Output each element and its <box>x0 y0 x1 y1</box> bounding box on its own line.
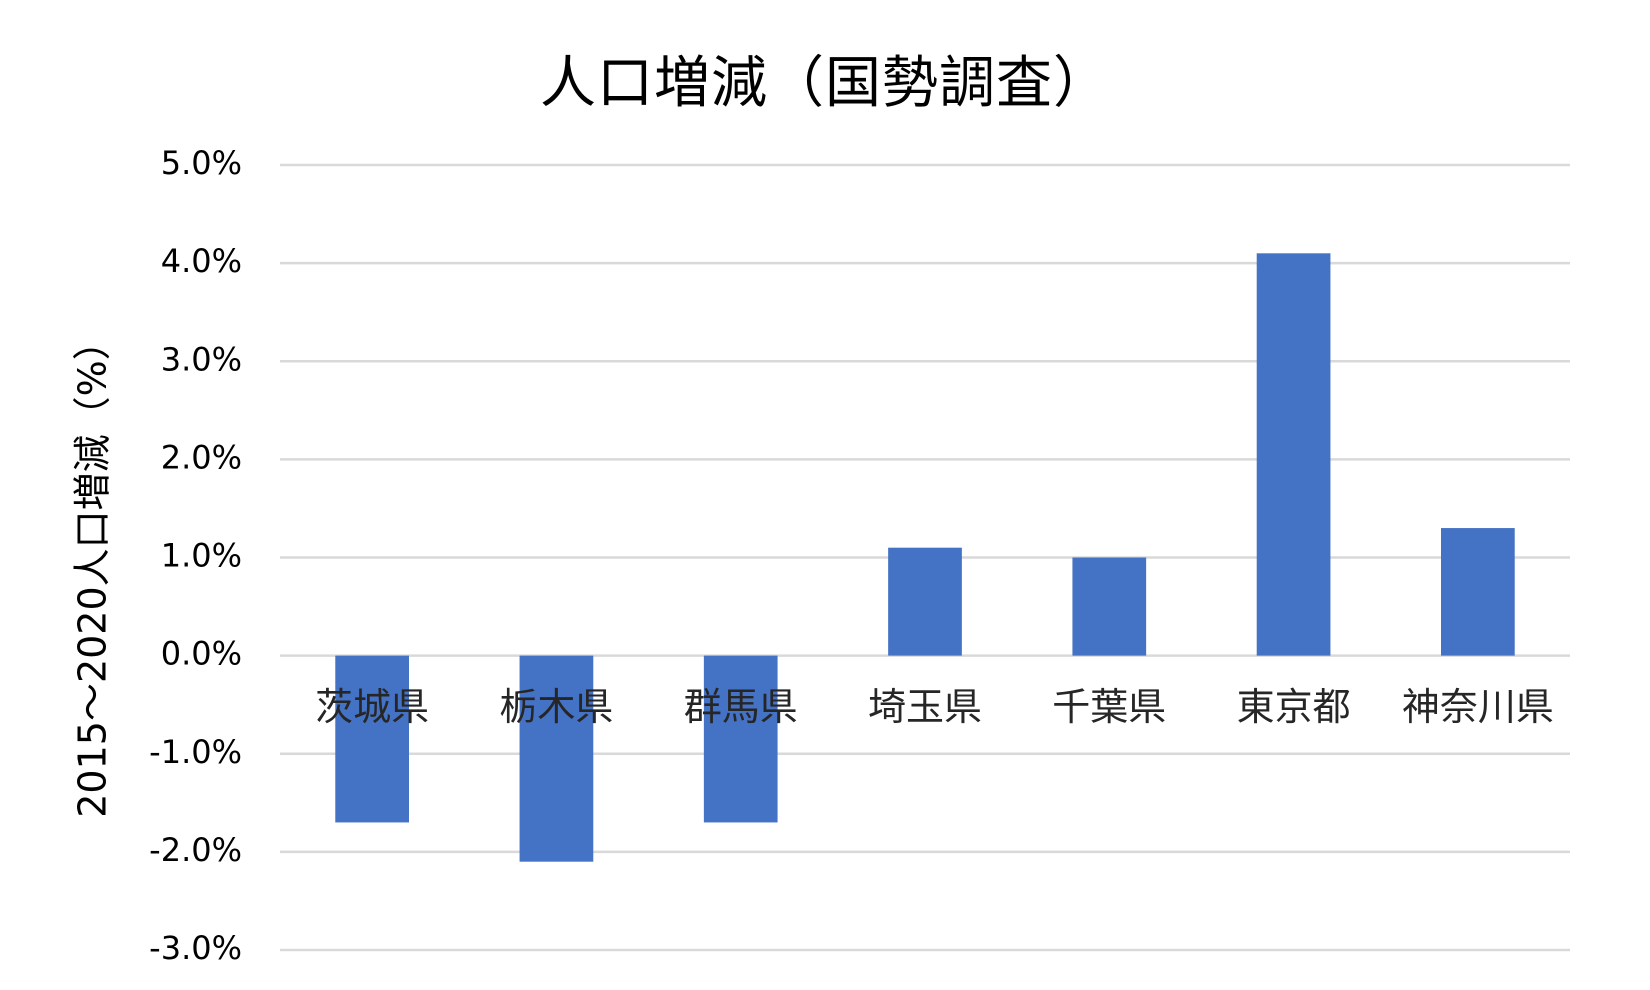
y-tick-label: -3.0% <box>149 929 242 967</box>
x-tick-label: 栃木県 <box>499 685 613 729</box>
x-tick-label: 千葉県 <box>1052 685 1166 729</box>
bar <box>335 655 409 823</box>
bar <box>1441 528 1515 656</box>
gridlines <box>280 163 1570 952</box>
y-tick-label: 5.0% <box>161 144 242 182</box>
x-tick-label: 茨城県 <box>315 685 429 729</box>
bar <box>1072 557 1147 656</box>
y-tick-label: 4.0% <box>161 242 242 280</box>
y-axis-label: 2015～2020人口増減（%） <box>71 322 115 818</box>
x-tick-label: 埼玉県 <box>868 685 982 729</box>
y-tick-label: 2.0% <box>161 438 242 476</box>
y-tick-label: 0.0% <box>161 635 242 673</box>
y-tick-label: -1.0% <box>149 733 242 771</box>
y-tick-label: 1.0% <box>161 537 242 575</box>
y-tick-label: 3.0% <box>161 340 242 378</box>
bar <box>519 655 594 862</box>
bars <box>335 253 1515 862</box>
y-axis-ticks: -3.0% -2.0% -1.0% 0.0% 1.0% 2.0% 3.0% 4.0% 5.0% <box>149 144 242 967</box>
x-tick-label: 神奈川県 <box>1402 685 1554 729</box>
x-axis-ticks: 茨城県 栃木県 群馬県 埼玉県 千葉県 東京都 神奈川県 <box>315 685 1554 729</box>
bar <box>888 547 962 656</box>
x-tick-label: 群馬県 <box>684 685 798 729</box>
bar <box>703 655 778 823</box>
y-tick-label: -2.0% <box>149 831 242 869</box>
chart-title: 人口増減（国勢調査） <box>540 51 1110 116</box>
x-tick-label: 東京都 <box>1237 685 1351 729</box>
bar <box>1256 253 1331 656</box>
